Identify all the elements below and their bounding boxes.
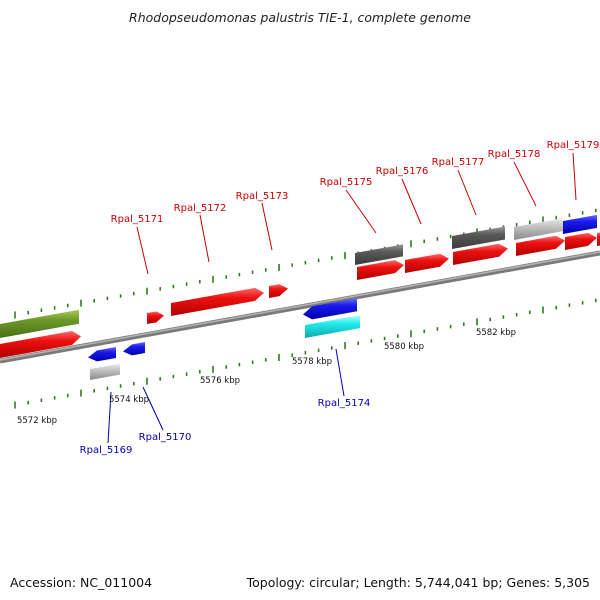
leader-line (457, 169, 477, 216)
lgray-gene-arrow (514, 218, 563, 240)
red-gene-arrow (147, 311, 164, 324)
cyan-gene-arrow (305, 315, 360, 338)
scale-labels: 5572 kbp 5574 kbp 5576 kbp 5578 kbp 5580 kbp… (17, 328, 516, 426)
gene-label-rpal-5171: Rpal_5171 (111, 214, 164, 225)
top-tick-row (14, 208, 597, 319)
red-gene-arrow (453, 243, 508, 265)
dgray-gene-arrow (452, 226, 505, 249)
gene-label-rpal-5175: Rpal_5175 (320, 177, 373, 188)
gene-label-rpal-5178: Rpal_5178 (488, 149, 541, 160)
gene-features (0, 214, 600, 380)
map-title: Rhodopseudomonas palustris TIE-1, comple… (129, 10, 471, 25)
scale-label: 5580 kbp (384, 342, 424, 352)
gene-labels: Rpal_5171Rpal_5172Rpal_5173Rpal_5175Rpal… (80, 140, 600, 456)
gene-label-rpal-5173: Rpal_5173 (236, 191, 289, 202)
dgray-gene-arrow (355, 244, 403, 265)
gene-label-rpal-5174: Rpal_5174 (318, 398, 371, 409)
blue-gene-arrow (563, 214, 597, 234)
blue-gene-arrow (88, 346, 116, 362)
lgray-gene-arrow (90, 363, 120, 380)
gene-label-rpal-5176: Rpal_5176 (376, 166, 429, 177)
backbone-line (0, 250, 600, 364)
label-leaders (107, 152, 577, 444)
red-gene-arrow (171, 287, 264, 316)
red-gene-arrow (269, 284, 288, 298)
scale-label: 5578 kbp (292, 357, 332, 367)
leader-line (107, 391, 112, 444)
leader-line (572, 152, 577, 201)
red-gene-arrow (0, 331, 81, 358)
leader-line (345, 189, 377, 234)
bottom-tick-row (14, 298, 597, 409)
olive-gene-arrow (0, 309, 79, 338)
red-gene-arrow (597, 232, 600, 246)
red-gene-arrow (357, 260, 404, 280)
leader-line (513, 161, 537, 207)
gene-label-rpal-5177: Rpal_5177 (432, 157, 485, 168)
red-gene-arrow (516, 235, 565, 256)
leader-line (136, 226, 149, 275)
leader-line (142, 386, 164, 431)
red-gene-arrow (405, 253, 449, 273)
gene-label-rpal-5179: Rpal_5179 (547, 140, 600, 151)
gene-label-rpal-5170: Rpal_5170 (139, 432, 192, 443)
scale-label: 5572 kbp (17, 416, 57, 426)
leader-line (261, 202, 273, 251)
accession-text: Accession: NC_011004 (10, 575, 153, 590)
leader-line (335, 348, 345, 397)
red-gene-arrow (565, 232, 597, 250)
gene-label-rpal-5169: Rpal_5169 (80, 445, 133, 456)
scale-label: 5576 kbp (200, 376, 240, 386)
blue-gene-arrow (123, 342, 145, 356)
leader-line (401, 178, 422, 225)
gene-label-rpal-5172: Rpal_5172 (174, 203, 227, 214)
leader-line (199, 214, 210, 263)
backbone-highlight (0, 251, 600, 361)
scale-label: 5582 kbp (476, 328, 516, 338)
blue-gene-arrow (303, 298, 357, 320)
scale-label: 5574 kbp (109, 395, 149, 405)
topology-text: Topology: circular; Length: 5,744,041 bp… (246, 575, 590, 590)
